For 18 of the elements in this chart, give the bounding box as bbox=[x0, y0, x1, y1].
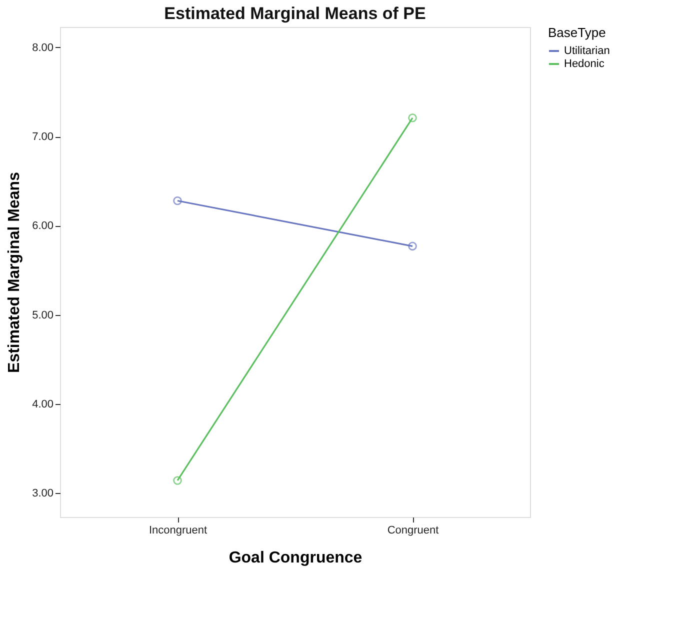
x-axis-title: Goal Congruence bbox=[228, 550, 362, 566]
legend-label: Utilitarian bbox=[564, 45, 610, 57]
y-tick-label: 8.00 bbox=[32, 42, 54, 54]
chart-title: Estimated Marginal Means of PE bbox=[164, 4, 426, 23]
y-tick-label: 4.00 bbox=[32, 398, 54, 410]
point bbox=[173, 196, 182, 206]
y-tick-label: 3.00 bbox=[32, 487, 54, 500]
point bbox=[173, 476, 182, 485]
x-tick-label: Incongruent bbox=[148, 524, 208, 536]
point bbox=[408, 113, 417, 122]
y-tick-label: 5.00 bbox=[32, 309, 54, 322]
point bbox=[408, 242, 417, 251]
y-axis-title: Estimated Marginal Means bbox=[6, 172, 24, 373]
legend-label: Hedonic bbox=[564, 58, 605, 70]
y-tick-label: 7.00 bbox=[32, 131, 54, 144]
legend-title: BaseType bbox=[548, 25, 606, 40]
x-tick-label: Congruent bbox=[387, 524, 439, 536]
y-tick-label: 6.00 bbox=[32, 220, 54, 232]
